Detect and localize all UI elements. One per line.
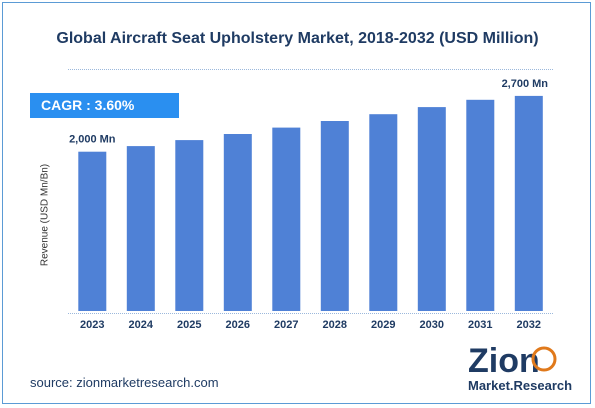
bar-2031	[466, 99, 495, 311]
bar-2032	[514, 95, 543, 312]
x-tick-label: 2023	[80, 319, 104, 331]
bar-2026	[223, 134, 252, 311]
chart-title: Global Aircraft Seat Upholstery Market, …	[56, 30, 539, 47]
logo-ring-icon	[531, 346, 557, 372]
x-tick-label: 2025	[177, 319, 201, 331]
title-divider	[68, 69, 553, 70]
source-text: source: zionmarketresearch.com	[30, 375, 219, 390]
bar-2029	[369, 114, 398, 311]
data-label-2023: 2,000 Mn	[69, 134, 116, 146]
bar-2028	[320, 121, 349, 311]
logo-tagline: Market.Research	[468, 378, 572, 393]
cagr-badge: CAGR : 3.60%	[30, 93, 179, 118]
bar-2024	[126, 146, 155, 311]
axis-divider	[68, 313, 553, 314]
x-tick-label: 2026	[226, 319, 250, 331]
x-tick-label: 2024	[129, 319, 154, 331]
x-tick-label: 2028	[323, 319, 347, 331]
x-tick-label: 2029	[371, 319, 395, 331]
bar-2030	[417, 107, 446, 311]
x-tick-label: 2030	[420, 319, 444, 331]
x-tick-label: 2031	[468, 319, 492, 331]
bar-2025	[175, 140, 204, 311]
x-tick-label: 2027	[274, 319, 298, 331]
bar-2023	[78, 151, 107, 311]
bar-2027	[272, 127, 301, 311]
logo-wordmark: Zion	[468, 342, 540, 380]
zion-logo: Zion Market.Research	[468, 342, 572, 393]
data-label-2032: 2,700 Mn	[502, 78, 549, 90]
x-tick-label: 2032	[517, 319, 541, 331]
